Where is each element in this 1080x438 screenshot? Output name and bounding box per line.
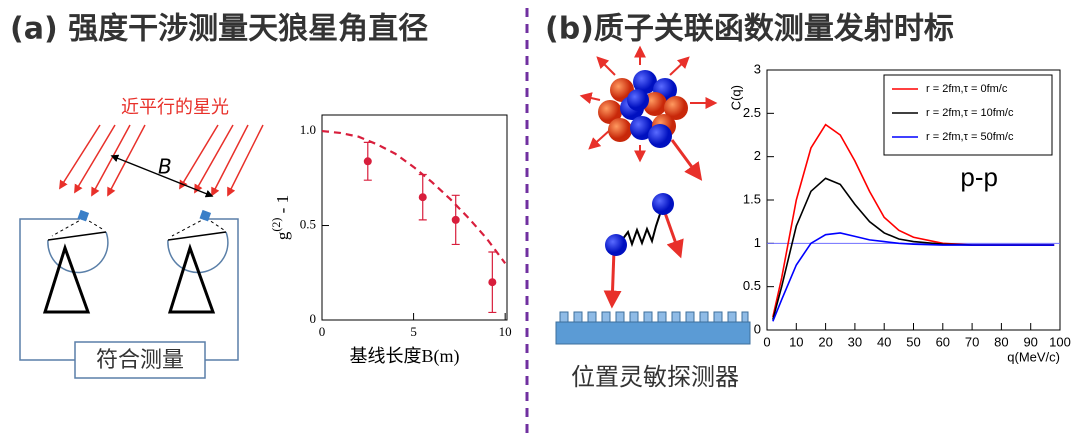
data-point (451, 215, 460, 224)
x-tick-label: 40 (877, 334, 891, 349)
y-axis-label: g(2) - 1 (269, 195, 292, 240)
box-label: 符合测量 (96, 348, 184, 373)
y-label-base: g (273, 231, 292, 240)
x-tick-label: 70 (965, 334, 979, 349)
y-axis-label: C(q) (728, 85, 743, 110)
x-axis-label: 基线长度B(m) (350, 346, 460, 367)
data-point (488, 278, 497, 287)
y-label-rest: - 1 (273, 195, 292, 218)
x-tick-label: 80 (994, 334, 1008, 349)
data-point (363, 157, 372, 166)
chart: 0 10 20 30 40 50 60 70 80 90 100 0 0.5 1 1.5 2 2.5 3 C(q) q… (728, 61, 1070, 364)
y-tick-label: 0 (754, 321, 761, 336)
annotation: p-p (960, 162, 998, 192)
x-tick-label: 20 (818, 334, 832, 349)
x-axis-label: q(MeV/c) (1007, 349, 1060, 364)
y-tick-label: 2 (754, 148, 761, 163)
x-tick-label: 10 (499, 324, 512, 339)
x-tick-label: 5 (410, 324, 417, 339)
chart: 0 5 10 0 0.5 1.0 g(2) - 1 基线长度B(m) (269, 114, 512, 367)
series-line (772, 232, 1055, 322)
y-tick-label: 1 (754, 235, 761, 250)
panel-title: (b)质子关联函数测量发射时标 (545, 12, 954, 47)
y-tick-label: 0.5 (743, 278, 761, 293)
x-tick-label: 100 (1049, 334, 1071, 349)
data-point (418, 193, 427, 202)
y-tick-label: 0.5 (300, 217, 316, 232)
y-tick-label: 1.0 (300, 122, 316, 137)
baseline-label: B (158, 155, 172, 179)
detector-label: 位置灵敏探测器 (571, 363, 739, 391)
x-tick-label: 60 (936, 334, 950, 349)
legend-label: r = 2fm,τ = 0fm/c (926, 83, 1008, 95)
x-tick-label: 0 (763, 334, 770, 349)
y-tick-label: 3 (754, 61, 761, 76)
plot-frame (321, 114, 508, 321)
light-label: 近平行的星光 (121, 97, 229, 118)
x-tick-label: 30 (848, 334, 862, 349)
y-tick-label: 2.5 (743, 105, 761, 120)
x-tick-label: 0 (319, 324, 326, 339)
telescope-diagram: 近平行的星光 B 符合测量 (19, 97, 264, 379)
x-tick-label: 50 (906, 334, 920, 349)
series-line (321, 129, 507, 264)
x-tick-label: 10 (789, 334, 803, 349)
y-label-sup: (2) (269, 218, 283, 232)
y-tick-label: 1.5 (743, 191, 761, 206)
legend-label: r = 2fm,τ = 50fm/c (926, 131, 1014, 143)
legend-label: r = 2fm,τ = 10fm/c (926, 107, 1014, 119)
y-tick-label: 0 (310, 311, 317, 326)
panel-title: (a) 强度干涉测量天狼星角直径 (10, 12, 428, 47)
x-tick-label: 90 (1023, 334, 1037, 349)
nucleus-diagram: 位置灵敏探测器 (555, 45, 751, 391)
series-line (772, 177, 1055, 320)
